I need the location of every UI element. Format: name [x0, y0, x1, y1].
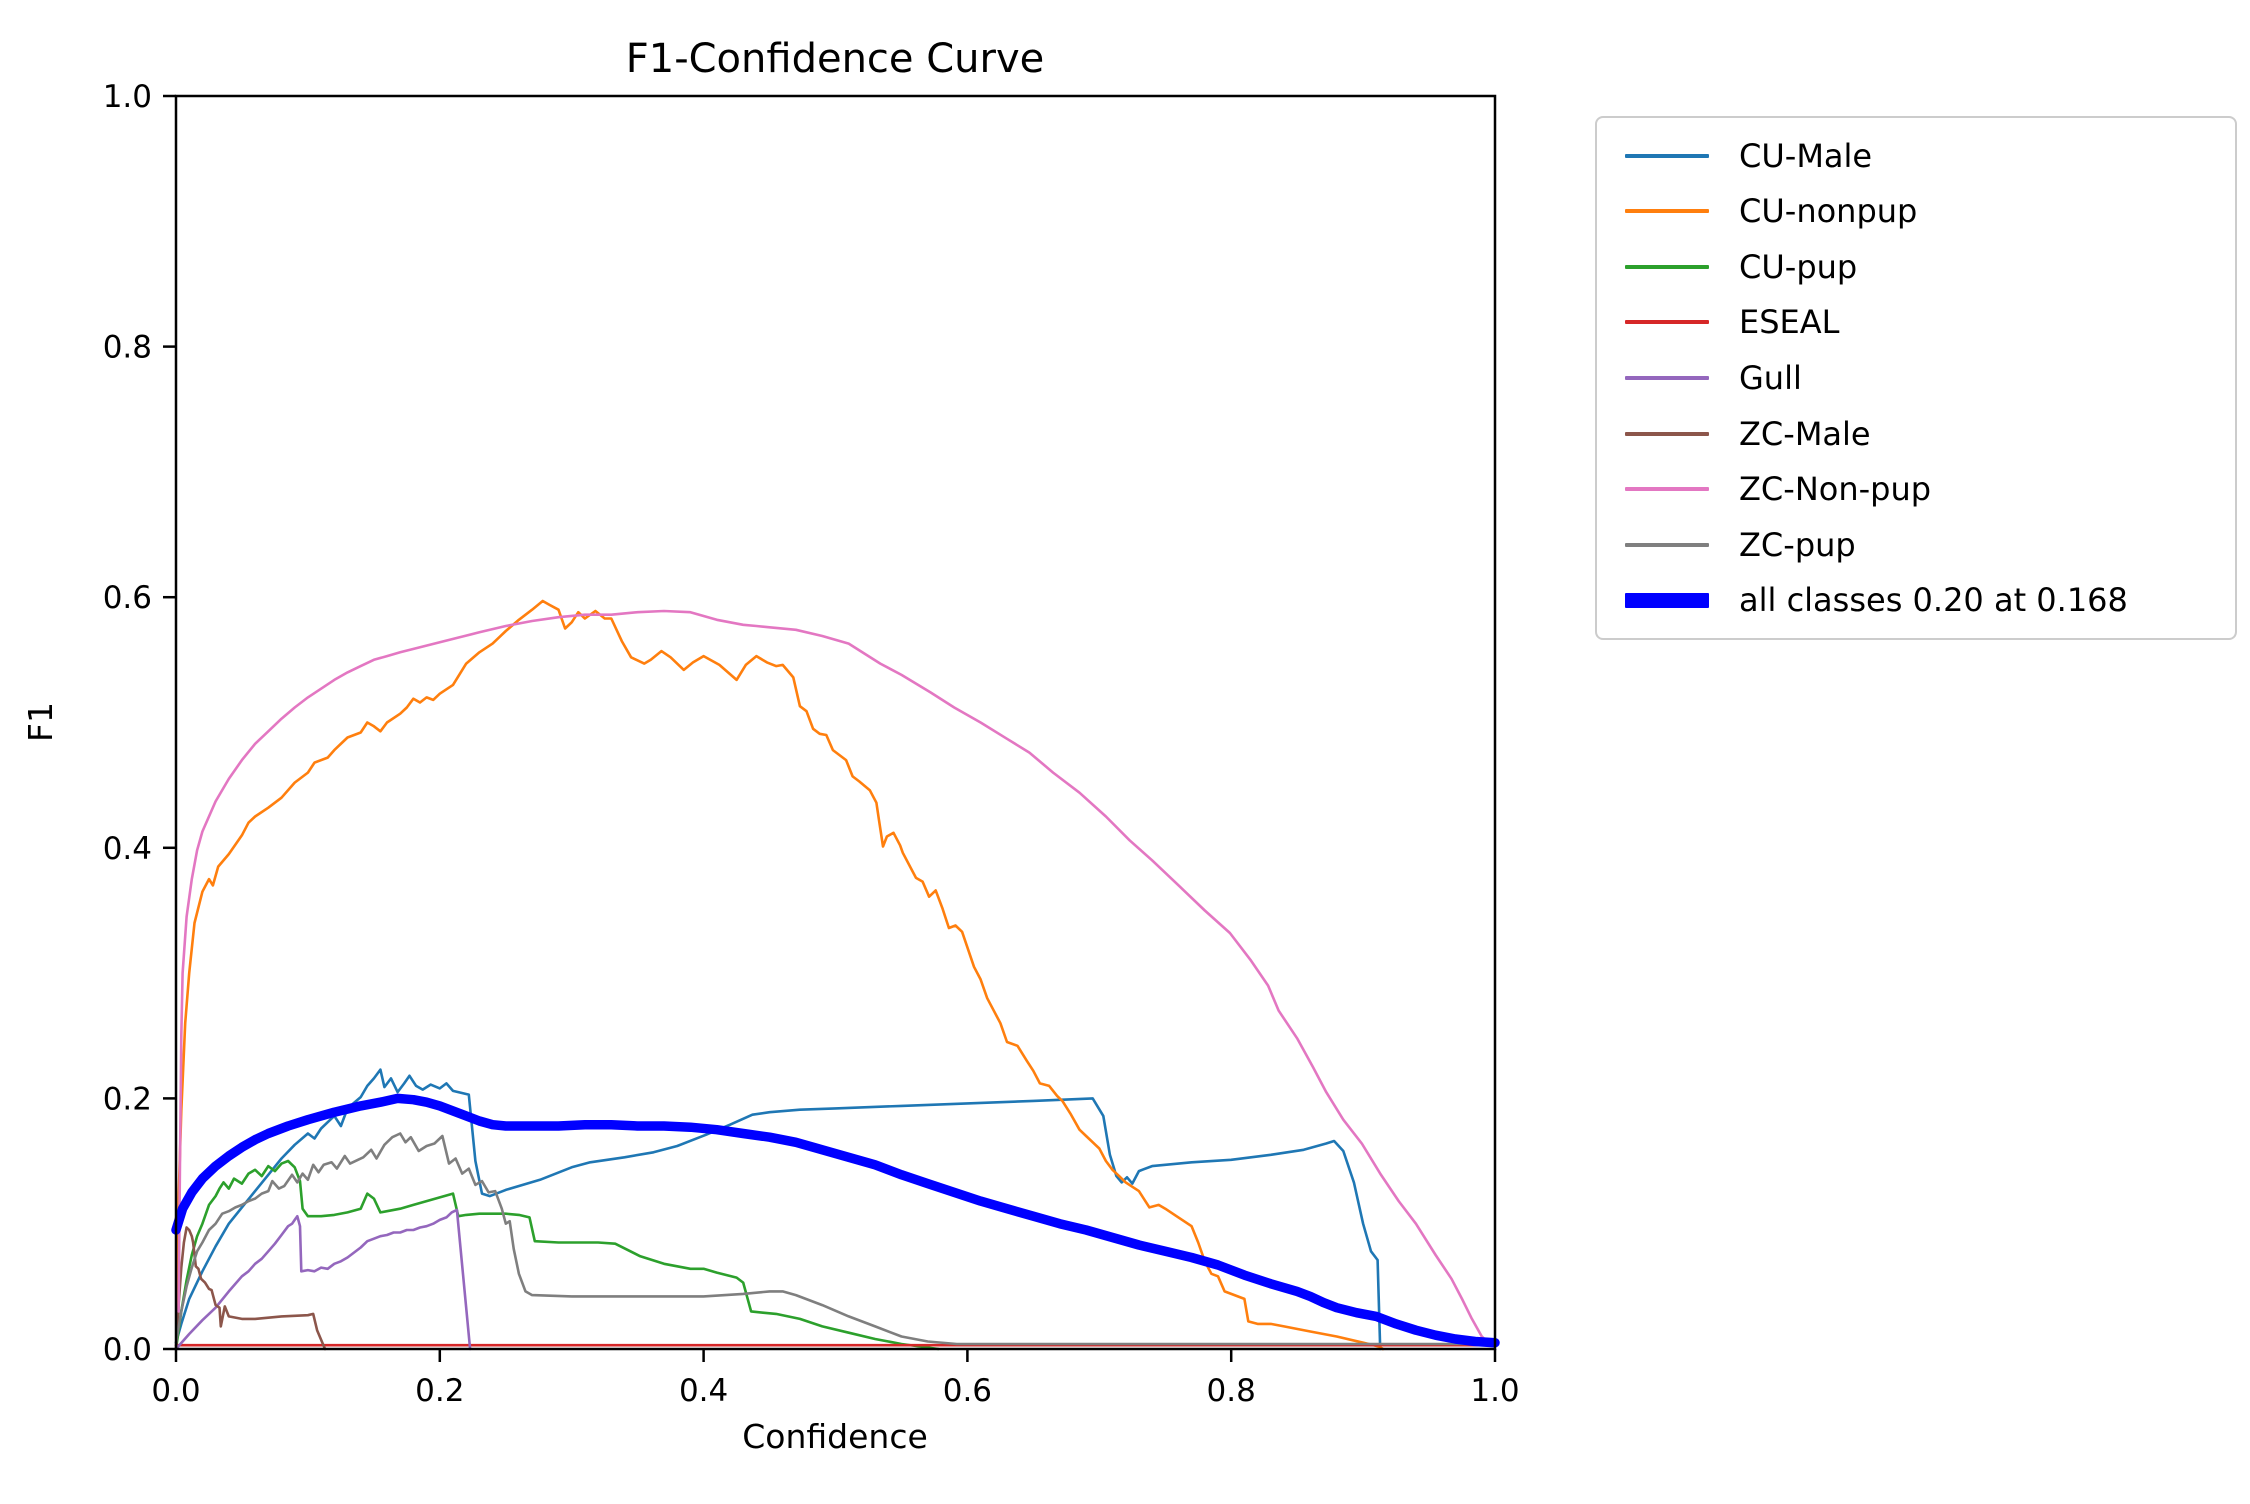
series-line-all-classes-0-20-at-0-168 [171, 1093, 1500, 1348]
plot-axes-group: 0.0 0.2 0.4 0.6 0.8 1.0 0.0 0.2 0.4 0.6 0.8 1.0 [103, 79, 1520, 1409]
legend-line-sample-icon [1625, 209, 1709, 214]
legend-line-sample-icon [1625, 431, 1709, 436]
x-axis-label: Confidence [742, 1417, 928, 1456]
legend-label: CU-Male [1739, 136, 1873, 175]
x-tick-label-0.4: 0.4 [679, 1373, 728, 1409]
y-tick-label-0.0: 0.0 [103, 1332, 152, 1368]
series-line-zc-pup [174, 1132, 1497, 1346]
legend-line-sample-icon [1625, 487, 1709, 492]
legend-item-eseal: ESEAL [1605, 295, 2227, 349]
x-tick-label-0.2: 0.2 [415, 1373, 464, 1409]
legend-line-sample-icon [1625, 542, 1709, 547]
legend-item-cu-male: CU-Male [1605, 129, 2227, 183]
legend-label: CU-pup [1739, 247, 1858, 286]
series-line-cu-pup [174, 1159, 940, 1351]
legend-line-sample-icon [1625, 592, 1709, 608]
legend-label: CU-nonpup [1739, 192, 1918, 231]
series-line-cu-nonpup [176, 599, 1385, 1351]
y-tick-label-0.8: 0.8 [103, 330, 152, 366]
legend-item-cu-nonpup: CU-nonpup [1605, 184, 2227, 238]
plot-series-group [171, 599, 1500, 1351]
legend-label: ZC-Non-pup [1739, 470, 1932, 509]
x-tick-label-1.0: 1.0 [1470, 1373, 1519, 1409]
x-tick-label-0.8: 0.8 [1207, 1373, 1256, 1409]
legend-item-zc-non-pup: ZC-Non-pup [1605, 462, 2227, 516]
legend-line-sample-icon [1625, 320, 1709, 325]
y-axis-label: F1 [21, 702, 60, 742]
x-tick-label-0.6: 0.6 [943, 1373, 992, 1409]
y-tick-label-1.0: 1.0 [103, 79, 152, 115]
y-tick-label-0.4: 0.4 [103, 831, 152, 867]
legend-label: ZC-Male [1739, 414, 1871, 453]
chart-title: F1-Confidence Curve [626, 36, 1045, 82]
legend-item-cu-pup: CU-pup [1605, 240, 2227, 294]
legend-item-gull: Gull [1605, 351, 2227, 405]
legend-label: all classes 0.20 at 0.168 [1739, 581, 2128, 620]
legend-label: ESEAL [1739, 303, 1840, 342]
y-tick-label-0.6: 0.6 [103, 580, 152, 616]
legend: CU-Male CU-nonpup CU-pup ESEAL Gull ZC-Male ZC… [1595, 116, 2237, 640]
plot-frame [174, 94, 1497, 1351]
legend-item-all-classes-0-20-at-0-168: all classes 0.20 at 0.168 [1605, 573, 2227, 627]
legend-label: ZC-pup [1739, 525, 1856, 564]
series-line-cu-male [174, 1068, 1382, 1351]
series-line-zc-male [174, 1226, 327, 1351]
y-tick-label-0.2: 0.2 [103, 1081, 152, 1117]
legend-label: Gull [1739, 358, 1802, 397]
x-tick-label-0.0: 0.0 [151, 1373, 200, 1409]
legend-line-sample-icon [1625, 153, 1709, 158]
series-line-zc-non-pup [177, 609, 1493, 1347]
legend-item-zc-pup: ZC-pup [1605, 518, 2227, 572]
legend-line-sample-icon [1625, 264, 1709, 269]
series-line-gull [174, 1208, 472, 1351]
legend-line-sample-icon [1625, 375, 1709, 380]
legend-item-zc-male: ZC-Male [1605, 407, 2227, 461]
